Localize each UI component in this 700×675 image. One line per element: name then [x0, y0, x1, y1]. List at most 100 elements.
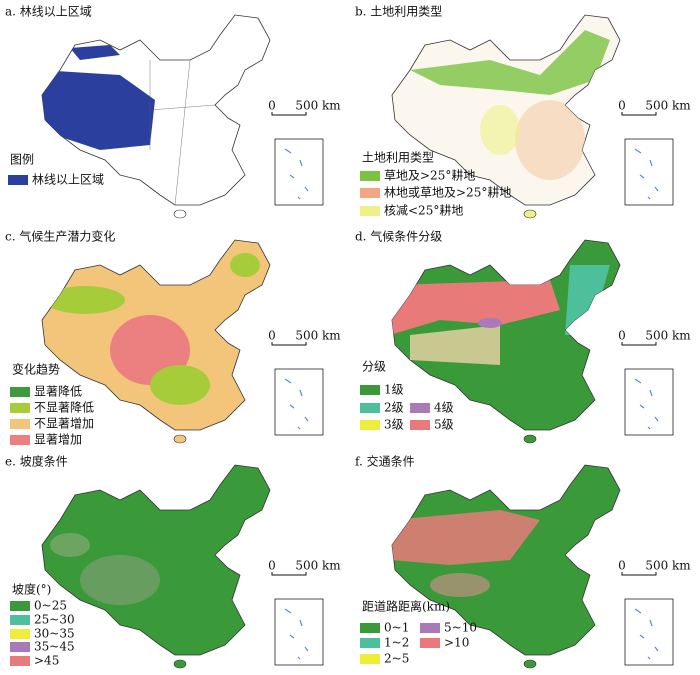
scale-bar [271, 342, 307, 346]
legend-swatch [10, 387, 30, 397]
legend-swatch [360, 638, 380, 648]
legend-label: 35~45 [34, 640, 75, 654]
scale-label: 500 km [295, 99, 341, 113]
inset-islands [284, 608, 309, 660]
map [391, 14, 621, 219]
map [391, 464, 621, 669]
legend-label: 不显著降低 [34, 401, 94, 415]
legend-swatch [420, 623, 440, 633]
scale-label: 0 [618, 99, 626, 113]
scale-bar [621, 572, 657, 576]
legend-label: 显著增加 [34, 433, 82, 447]
scale-label: 0 [618, 329, 626, 343]
map [41, 14, 271, 219]
inset-frame [624, 138, 674, 206]
scale-label: 0 [268, 559, 276, 573]
panel-title: f. 交通条件 [355, 454, 415, 469]
panel-title: e. 坡度条件 [5, 454, 68, 469]
inset-islands [634, 378, 659, 430]
legend-swatch [360, 385, 380, 395]
legend-label: 1级 [384, 383, 404, 397]
legend-swatch [8, 175, 28, 185]
scale-label: 500 km [295, 559, 341, 573]
inset-frame [274, 598, 324, 666]
scale-label: 500 km [295, 329, 341, 343]
inset-frame [274, 368, 324, 436]
scale-label: 500 km [645, 329, 691, 343]
legend-swatch [360, 403, 380, 413]
scale-label: 500 km [645, 559, 691, 573]
scale-bar [271, 112, 307, 116]
legend-label: 0~1 [384, 621, 409, 635]
panel-title: a. 林线以上区域 [5, 5, 92, 19]
panel-title: d. 气候条件分级 [355, 229, 442, 244]
legend-swatch [10, 419, 30, 429]
legend-label: 5~10 [444, 621, 477, 635]
legend-swatch [420, 638, 440, 648]
legend-label: 4级 [434, 401, 454, 415]
scale-label: 0 [268, 329, 276, 343]
legend-label: 草地及>25°耕地 [384, 168, 475, 183]
legend-title: 变化趋势 [12, 362, 60, 377]
legend-label: 3级 [384, 418, 404, 432]
legend-title: 距道路距离(km) [362, 599, 450, 614]
inset-frame [624, 368, 674, 436]
legend-label: 1~2 [384, 636, 409, 650]
legend-label: 林线以上区域 [32, 173, 104, 187]
legend-swatch [360, 420, 380, 430]
legend-label: >10 [444, 636, 469, 650]
map [41, 464, 271, 669]
legend-swatch [10, 656, 30, 666]
legend-label: 核减<25°耕地 [384, 203, 463, 218]
legend-title: 土地利用类型 [362, 151, 434, 165]
legend-title: 坡度(°) [12, 582, 51, 597]
panel: b. 土地利用类型土地利用类型草地及>25°耕地林地或草地及>25°耕地核减<2… [355, 5, 691, 218]
legend-label: 5级 [434, 418, 454, 432]
legend-swatch [10, 629, 30, 639]
legend-label: 25~30 [34, 613, 75, 627]
legend-swatch [360, 654, 380, 664]
legend-swatch [10, 615, 30, 625]
legend-title: 分级 [362, 360, 386, 374]
legend-label: 0~25 [34, 599, 67, 613]
scale-bar [271, 572, 307, 576]
inset-islands [284, 378, 309, 430]
legend-swatch [10, 601, 30, 611]
scale-bar [621, 112, 657, 116]
legend-label: 2~5 [384, 652, 409, 666]
scale-label: 0 [618, 559, 626, 573]
legend-title: 图例 [10, 153, 34, 167]
scale-label: 500 km [645, 99, 691, 113]
panel-title: b. 土地利用类型 [355, 5, 442, 19]
legend-swatch [360, 188, 380, 198]
legend-swatch [410, 420, 430, 430]
inset-frame [624, 598, 674, 666]
legend-label: >45 [34, 654, 59, 668]
legend-label: 显著降低 [34, 385, 82, 399]
legend-swatch [10, 403, 30, 413]
map [391, 239, 621, 444]
legend-swatch [410, 403, 430, 413]
legend-swatch [360, 171, 380, 181]
panel-title: c. 气候生产潜力变化 [5, 229, 115, 244]
map [41, 239, 271, 444]
legend-swatch [10, 435, 30, 445]
inset-frame [274, 138, 324, 206]
inset-islands [284, 148, 309, 200]
legend-swatch [360, 623, 380, 633]
legend-label: 2级 [384, 401, 404, 415]
inset-islands [634, 608, 659, 660]
scale-label: 0 [268, 99, 276, 113]
legend-label: 不显著增加 [34, 417, 94, 431]
legend-label: 30~35 [34, 627, 75, 641]
inset-islands [634, 148, 659, 200]
scale-bar [621, 342, 657, 346]
legend-label: 林地或草地及>25°耕地 [384, 185, 511, 200]
legend-swatch [360, 206, 380, 216]
